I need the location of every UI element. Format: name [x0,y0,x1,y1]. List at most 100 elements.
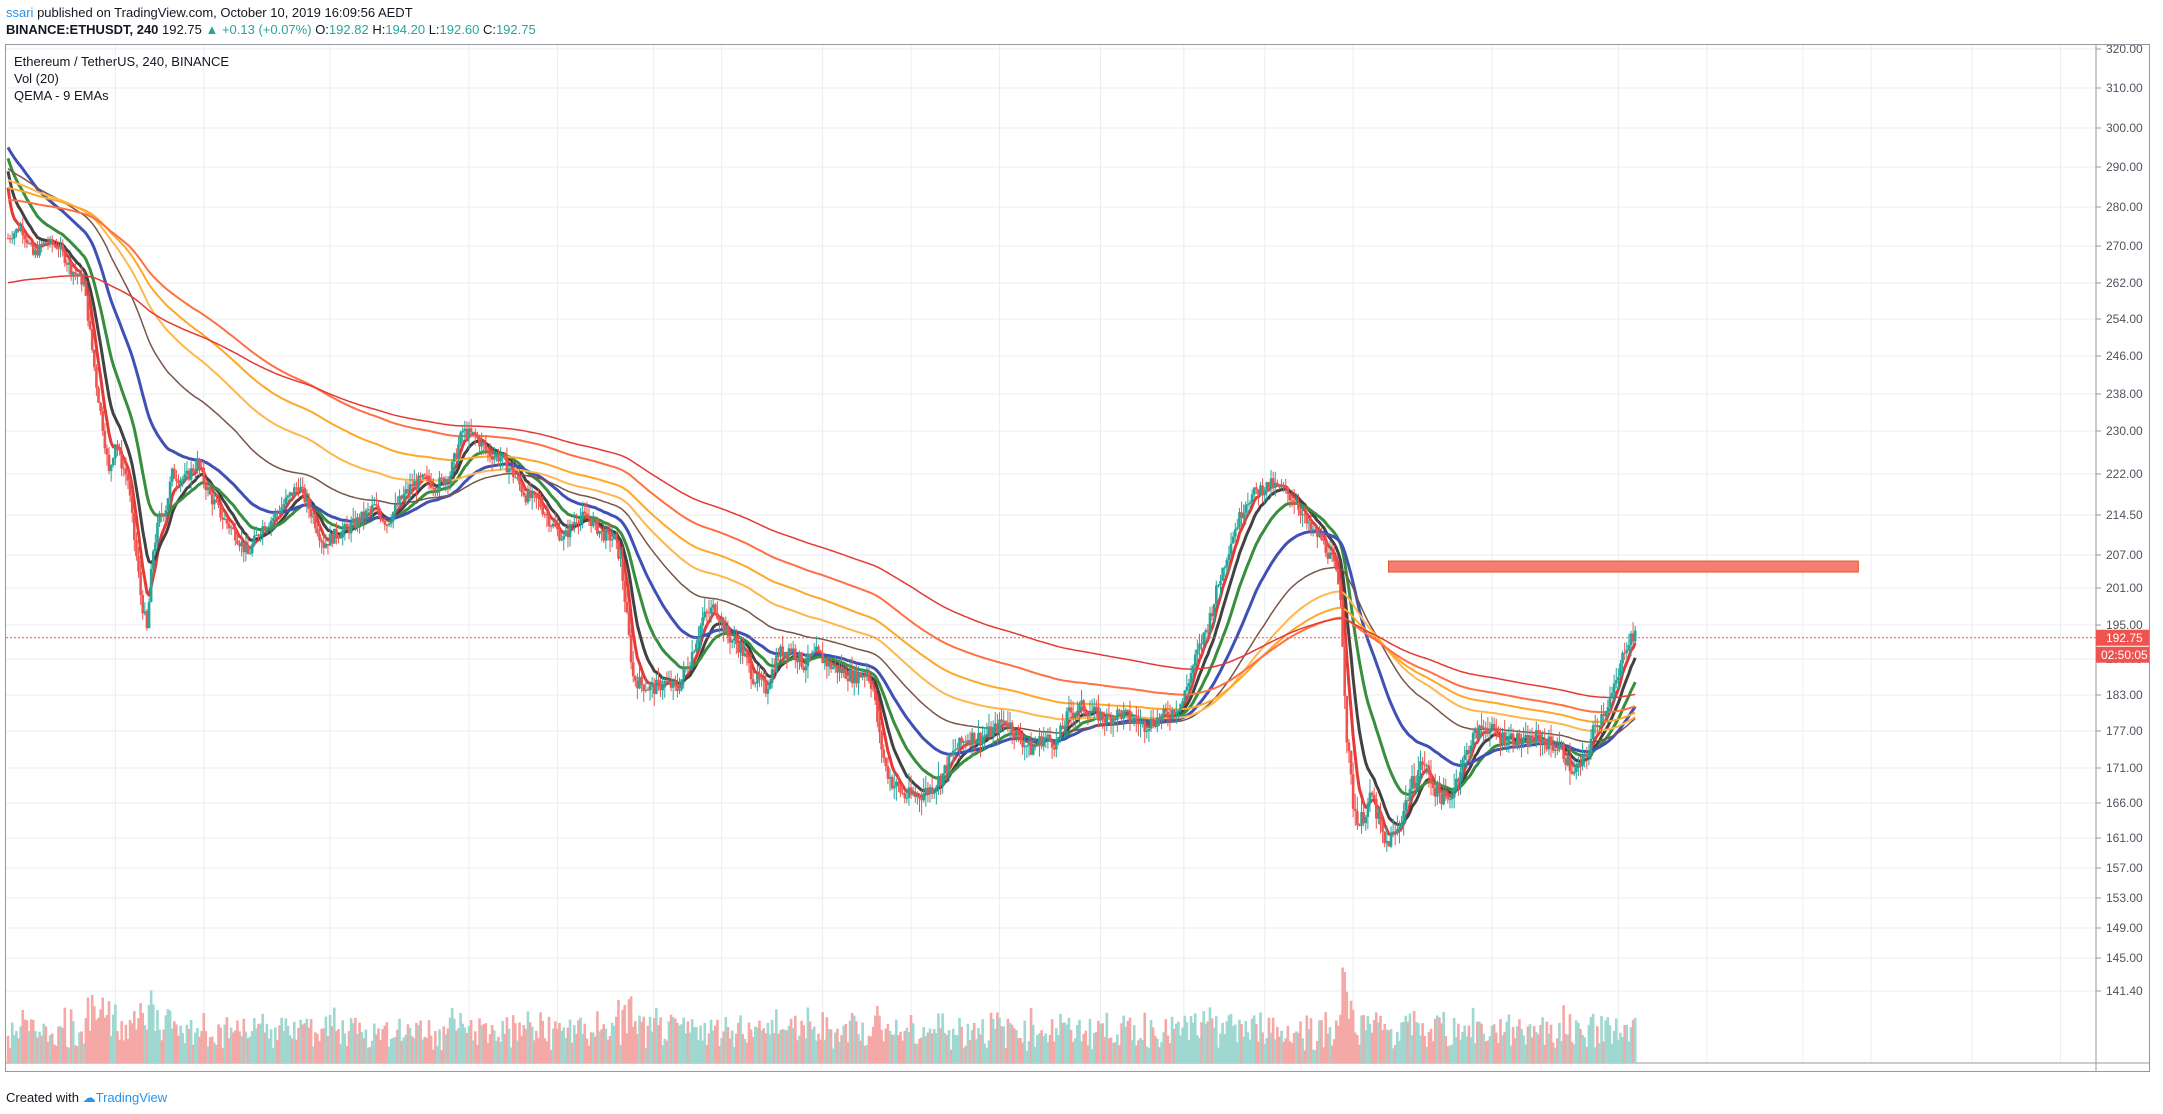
volume-bar [766,1022,770,1063]
candle-body [1398,826,1401,830]
candle-body [947,755,951,773]
volume-bar [208,1037,212,1063]
candle-body [943,765,947,774]
candle-body [269,520,273,527]
candle-body [1612,683,1616,694]
candle-body [166,498,170,511]
candle-body [1082,700,1085,712]
candle-body [181,478,185,480]
tradingview-brand[interactable]: TradingView [95,1090,168,1105]
volume-bar [490,1025,494,1063]
volume-bar [1621,1037,1624,1063]
candle-body [547,515,551,527]
volume-bar [295,1039,298,1063]
candle-body [793,648,797,659]
volume-bar [107,1001,111,1063]
candle-body [1019,733,1022,741]
candle-body [1364,816,1368,824]
author-link[interactable]: ssari [6,5,34,20]
candle-body [1347,742,1351,751]
candle-body [697,636,700,644]
candle-body [118,449,121,451]
candle-body [303,487,307,503]
volume-bar [1297,1032,1300,1063]
candle-body [730,640,734,643]
volume-bar [99,1009,102,1063]
volume-bar [1097,1020,1100,1063]
volume-bar [124,1024,128,1063]
volume-bar [181,1033,185,1063]
candle-body [330,534,334,544]
volume-bar [1200,1022,1203,1063]
candle-body [1193,654,1197,666]
volume-bar [1160,1042,1163,1063]
volume-bar [1368,1023,1372,1063]
candle-body [1059,725,1062,738]
candle-body [480,441,483,447]
candle-body [1391,831,1395,834]
candle-body [1109,716,1113,725]
candle-body [1214,585,1218,604]
candle-body [615,534,618,541]
candle-body [516,477,519,479]
price-chart[interactable]: 320.00310.00300.00290.00280.00270.00262.… [6,45,2150,1072]
candle-body [1412,776,1416,789]
candle-body [404,489,408,494]
volume-bar [583,1023,587,1063]
volume-bar [48,1035,52,1063]
candle-body [248,553,252,555]
volume-bar [290,1038,294,1063]
volume-bar [379,1040,382,1063]
candle-body [996,723,999,733]
volume-bar [596,1011,599,1063]
candle-body [507,469,511,473]
candle-body [1494,727,1498,735]
candle-body [1621,652,1624,664]
tradingview-logo-icon[interactable]: ☁ [82,1090,96,1105]
volume-bar [269,1029,273,1063]
candle-body [309,508,313,517]
volume-bar [745,1042,749,1063]
volume-bar [1313,1050,1317,1063]
candle-body [960,737,963,743]
candle-body [469,428,473,433]
volume-bar [983,1043,987,1063]
volume-bar [501,1020,504,1063]
volume-bar [579,1017,582,1063]
last-price: 192.75 [162,22,202,37]
candle-body [122,468,126,470]
candle-body [1558,745,1561,750]
candle-body [1429,773,1433,784]
volume-bar [1006,1018,1010,1063]
price-tick-label: 290.00 [2106,160,2143,174]
candle-body [198,459,201,468]
candle-body [1185,686,1189,691]
chart-frame[interactable]: 320.00 310.00 300.00 290.00 280.00 270.00 262.… [5,44,2150,1072]
candle-body [1168,717,1172,720]
candle-body [206,487,210,491]
volume-bar [61,1027,65,1063]
candle-body [189,468,193,480]
candle-body [74,272,77,275]
candle-body [482,441,486,445]
volume-bar [225,1017,229,1063]
candle-body [147,601,151,629]
candle-body [135,539,138,557]
candle-body [320,540,323,543]
candle-body [1566,755,1570,766]
candle-body [1095,706,1098,708]
candle-body [1564,759,1568,766]
candle-body [440,477,443,479]
volume-bar [1372,1020,1376,1063]
volume-bar [185,1024,189,1063]
candle-body [665,681,669,683]
volume-bar [1052,1041,1056,1063]
volume-bar [840,1035,843,1063]
volume-bar [423,1036,427,1063]
candle-body [1217,584,1220,586]
candle-body [341,530,345,538]
volume-bar [991,1018,995,1063]
candle-body [1290,500,1294,502]
candle-body [1478,725,1481,739]
volume-bar [1631,1019,1635,1063]
